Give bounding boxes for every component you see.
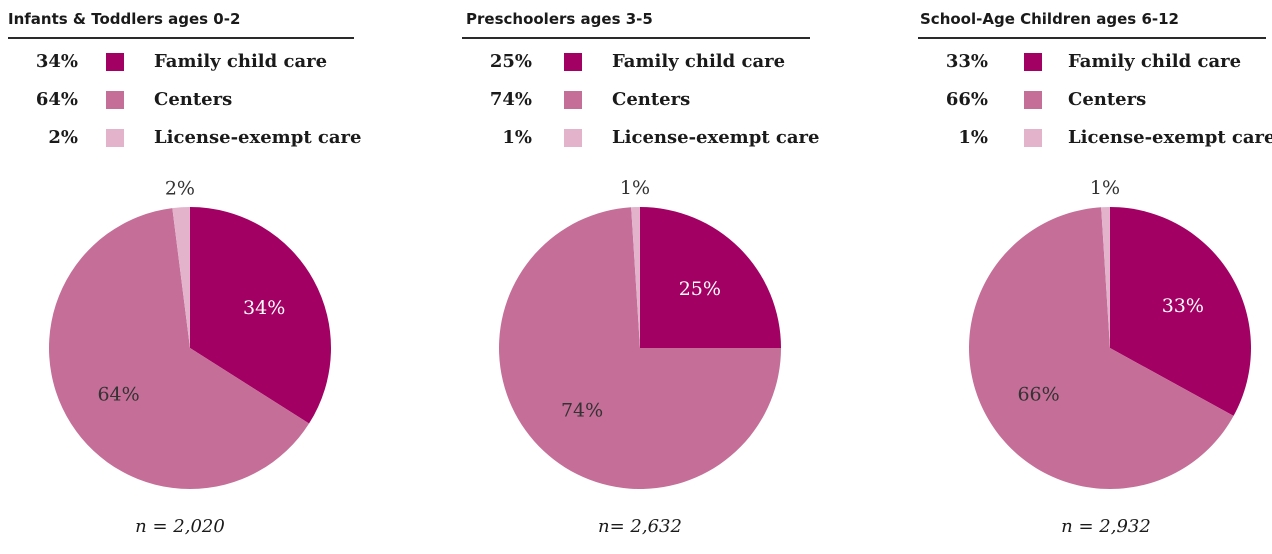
legend-swatch (106, 91, 124, 109)
chart-title: School-Age Children ages 6-12 (920, 10, 1179, 28)
legend-label: Family child care (612, 51, 786, 72)
slice-family-child-care (640, 207, 781, 348)
chart-title: Preschoolers ages 3-5 (466, 10, 653, 28)
legend-item-license-exempt-care: 2% License-exempt care (8, 123, 408, 153)
pie-chart: 33% 66% 1% (968, 177, 1251, 490)
legend-label: Family child care (154, 51, 328, 72)
slice-license-exempt-care (1101, 207, 1110, 348)
title-rule (462, 37, 810, 39)
legend-item-centers: 66% Centers (918, 85, 1272, 115)
slice-license-exempt-care (631, 207, 640, 348)
slice-value-label: 1% (620, 177, 650, 199)
pie-chart: 34% 64% 2% (48, 177, 331, 490)
legend-swatch (564, 129, 582, 147)
legend-value: 2% (48, 127, 78, 148)
title-rule (8, 37, 354, 39)
slice-value-label: 66% (1017, 383, 1059, 405)
slice-centers (499, 207, 781, 489)
legend-swatch (1024, 91, 1042, 109)
legend-label: Family child care (1068, 51, 1242, 72)
slice-value-label: 64% (97, 383, 139, 405)
slice-license-exempt-care (172, 207, 190, 348)
legend-value: 1% (958, 127, 988, 148)
slice-value-label: 33% (1162, 295, 1204, 317)
slice-centers (968, 207, 1234, 490)
legend-swatch (564, 53, 582, 71)
legend-item-centers: 74% Centers (462, 85, 862, 115)
chart-title: Infants & Toddlers ages 0-2 (8, 10, 241, 28)
legend-value: 34% (35, 51, 78, 72)
chart-panel-preschoolers: Preschoolers ages 3-5 25% Family child c… (462, 0, 862, 554)
slice-value-label: 2% (165, 177, 195, 199)
legend-swatch (106, 129, 124, 147)
legend-item-license-exempt-care: 1% License-exempt care (918, 123, 1272, 153)
legend-value: 33% (945, 51, 988, 72)
sample-size-label: n = 2,020 (135, 516, 225, 537)
sample-size-label: n = 2,932 (1061, 516, 1151, 537)
legend-swatch (106, 53, 124, 71)
slice-centers (48, 208, 310, 490)
pie-chart: 25% 74% 1% (499, 177, 781, 489)
chart-panel-school-age-children: School-Age Children ages 6-12 33% Family… (918, 0, 1272, 554)
legend-swatch (1024, 53, 1042, 71)
legend-label: Centers (612, 89, 691, 110)
slice-family-child-care (190, 207, 331, 424)
legend-label: License-exempt care (154, 127, 362, 148)
legend-item-family-child-care: 34% Family child care (8, 47, 408, 77)
slice-value-label: 25% (679, 278, 721, 300)
legend-item-family-child-care: 25% Family child care (462, 47, 862, 77)
legend-item-family-child-care: 33% Family child care (918, 47, 1272, 77)
chart-panel-infants-toddlers: Infants & Toddlers ages 0-2 34% Family c… (8, 0, 408, 554)
slice-value-label: 34% (243, 297, 285, 319)
sample-size-label: n= 2,632 (598, 516, 682, 537)
legend-label: License-exempt care (612, 127, 820, 148)
legend-item-centers: 64% Centers (8, 85, 408, 115)
legend-swatch (1024, 129, 1042, 147)
legend-label: Centers (154, 89, 233, 110)
slice-family-child-care (1110, 207, 1251, 416)
title-rule (918, 37, 1266, 39)
legend-label: Centers (1068, 89, 1147, 110)
legend-swatch (564, 91, 582, 109)
legend-value: 1% (502, 127, 532, 148)
legend-value: 74% (489, 89, 532, 110)
legend-value: 64% (35, 89, 78, 110)
slice-value-label: 1% (1090, 177, 1120, 199)
legend-item-license-exempt-care: 1% License-exempt care (462, 123, 862, 153)
legend-value: 66% (945, 89, 988, 110)
legend-label: License-exempt care (1068, 127, 1272, 148)
slice-value-label: 74% (561, 400, 603, 422)
legend-value: 25% (489, 51, 532, 72)
